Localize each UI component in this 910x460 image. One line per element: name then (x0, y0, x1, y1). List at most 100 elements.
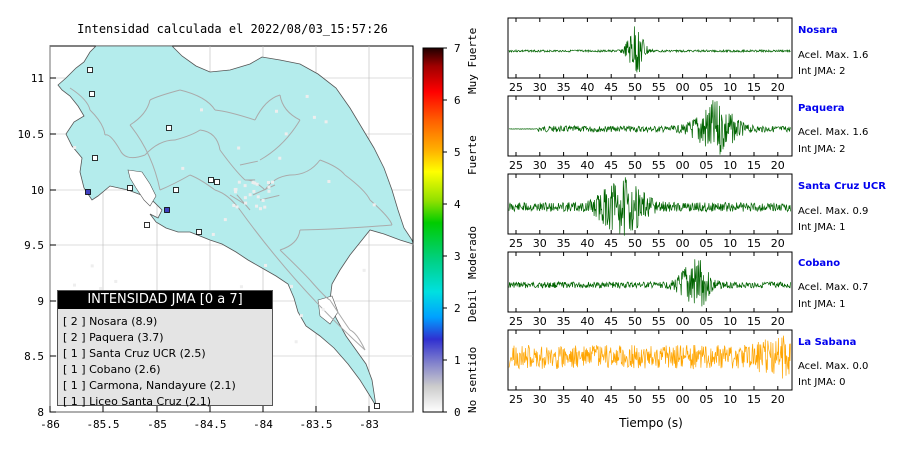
road-segment (174, 129, 201, 141)
town-point (243, 184, 247, 188)
x-tick-label: 50 (628, 315, 642, 328)
x-tick-label: 50 (628, 393, 642, 406)
x-tick-label: 05 (699, 81, 713, 94)
town-point (270, 180, 274, 184)
town-point (278, 156, 282, 160)
town-point (237, 146, 241, 150)
road-segment (199, 129, 221, 151)
road-segment (369, 199, 393, 226)
lon-tick-label: -86 (40, 418, 60, 431)
station-name-cobano: Cobano (798, 258, 841, 269)
road-segment (329, 299, 351, 331)
station-name-paquera: Paquera (798, 103, 845, 114)
waveform-panel: 25 30 35 40 45 50 55 00 05 10 15 20 (507, 329, 793, 406)
waveform-trace (508, 177, 791, 236)
town-point (324, 120, 328, 124)
x-tick-label: 15 (747, 237, 761, 250)
x-tick-label: 10 (723, 159, 737, 172)
longitude-ticks: -86 -85.5 -85 -84.5 -84 -83.5 -83 (40, 406, 379, 431)
town-point (90, 264, 94, 268)
road-segment (159, 174, 191, 191)
x-tick-label: 20 (771, 81, 785, 94)
town-point (284, 132, 288, 136)
lon-tick-label: -84 (253, 418, 273, 431)
x-tick-label: 45 (604, 237, 618, 250)
road-segment (259, 119, 301, 161)
x-tick-label: 00 (676, 393, 690, 406)
x-tick-label: 30 (533, 315, 547, 328)
waveform-panel: 25 30 35 40 45 50 55 00 05 10 15 20 (507, 17, 793, 94)
station-accel: Acel. Max. 0.0 (798, 361, 869, 372)
x-tick-label: 40 (580, 159, 594, 172)
town-point (266, 181, 270, 185)
lat-tick-label: 10.5 (18, 128, 45, 141)
x-tick-label: 25 (509, 159, 523, 172)
road-segment (129, 124, 161, 191)
town-point (73, 146, 77, 150)
town-point (289, 284, 293, 288)
station-accel: Acel. Max. 1.6 (798, 127, 869, 138)
latitude-ticks: 11 10.5 10 9.5 9 8.5 8 (18, 72, 56, 419)
road-network (69, 87, 393, 351)
colorbar-tick-label: 7 (454, 42, 461, 55)
x-tick-label: 00 (676, 237, 690, 250)
town-point (261, 198, 265, 202)
x-tick-label: 15 (747, 315, 761, 328)
town-point (258, 207, 262, 211)
road-segment (254, 94, 281, 121)
road-segment (119, 149, 146, 159)
town-point (243, 196, 247, 200)
lat-tick-label: 8 (37, 406, 44, 419)
x-tick-label: 30 (533, 159, 547, 172)
station-markers (85, 67, 380, 409)
station-jma: Int JMA: 0 (798, 377, 846, 388)
town-point (362, 268, 366, 272)
panel-frame (507, 17, 793, 79)
town-point (114, 279, 118, 283)
town-point (239, 285, 243, 289)
colorbar-tick-label: 3 (454, 250, 461, 263)
x-tick-label: 25 (509, 81, 523, 94)
lon-tick-label: -85 (147, 418, 167, 431)
station-marker (85, 189, 91, 195)
road-segment (309, 279, 331, 301)
map-title: Intensidad calculada el 2022/08/03_15:57… (77, 22, 388, 36)
station-marker (374, 403, 380, 409)
town-point (264, 263, 268, 267)
town-point (253, 181, 257, 185)
town-point (299, 314, 303, 318)
station-marker (196, 229, 202, 235)
x-tick-label: 40 (580, 393, 594, 406)
town-point (255, 204, 259, 208)
x-tick-label: 50 (628, 159, 642, 172)
x-tick-label: 20 (771, 159, 785, 172)
category-no-sentido: No sentido (466, 346, 479, 413)
road-segment (104, 134, 121, 151)
town-point (234, 190, 238, 194)
station-marker (208, 177, 214, 183)
station-name-nosara: Nosara (798, 25, 838, 36)
x-tick-label: 55 (652, 237, 666, 250)
legend-item: [ 2 ] Nosara (8.9) (63, 315, 158, 328)
town-point (321, 308, 325, 312)
x-tick-label: 55 (652, 159, 666, 172)
x-tick-label: 10 (723, 315, 737, 328)
x-tick-label: 30 (533, 393, 547, 406)
legend-title: INTENSIDAD JMA [0 a 7] (58, 291, 272, 309)
road-segment (89, 109, 106, 136)
road-segment (252, 184, 276, 196)
intensity-colorbar (423, 48, 443, 412)
legend-item: [ 1 ] Carmona, Nandayure (2.1) (63, 379, 236, 392)
town-point (263, 205, 267, 209)
x-tick-label: 45 (604, 81, 618, 94)
station-marker (87, 67, 93, 73)
colorbar-ticks: 7 6 5 4 3 2 1 0 (443, 42, 461, 419)
town-point (274, 109, 278, 113)
x-tick-label: 20 (771, 315, 785, 328)
town-point (200, 108, 204, 112)
x-tick-label: 30 (533, 237, 547, 250)
town-point (252, 189, 256, 193)
station-jma: Int JMA: 1 (798, 299, 846, 310)
road-segment (279, 229, 301, 251)
x-tick-label: 55 (652, 393, 666, 406)
